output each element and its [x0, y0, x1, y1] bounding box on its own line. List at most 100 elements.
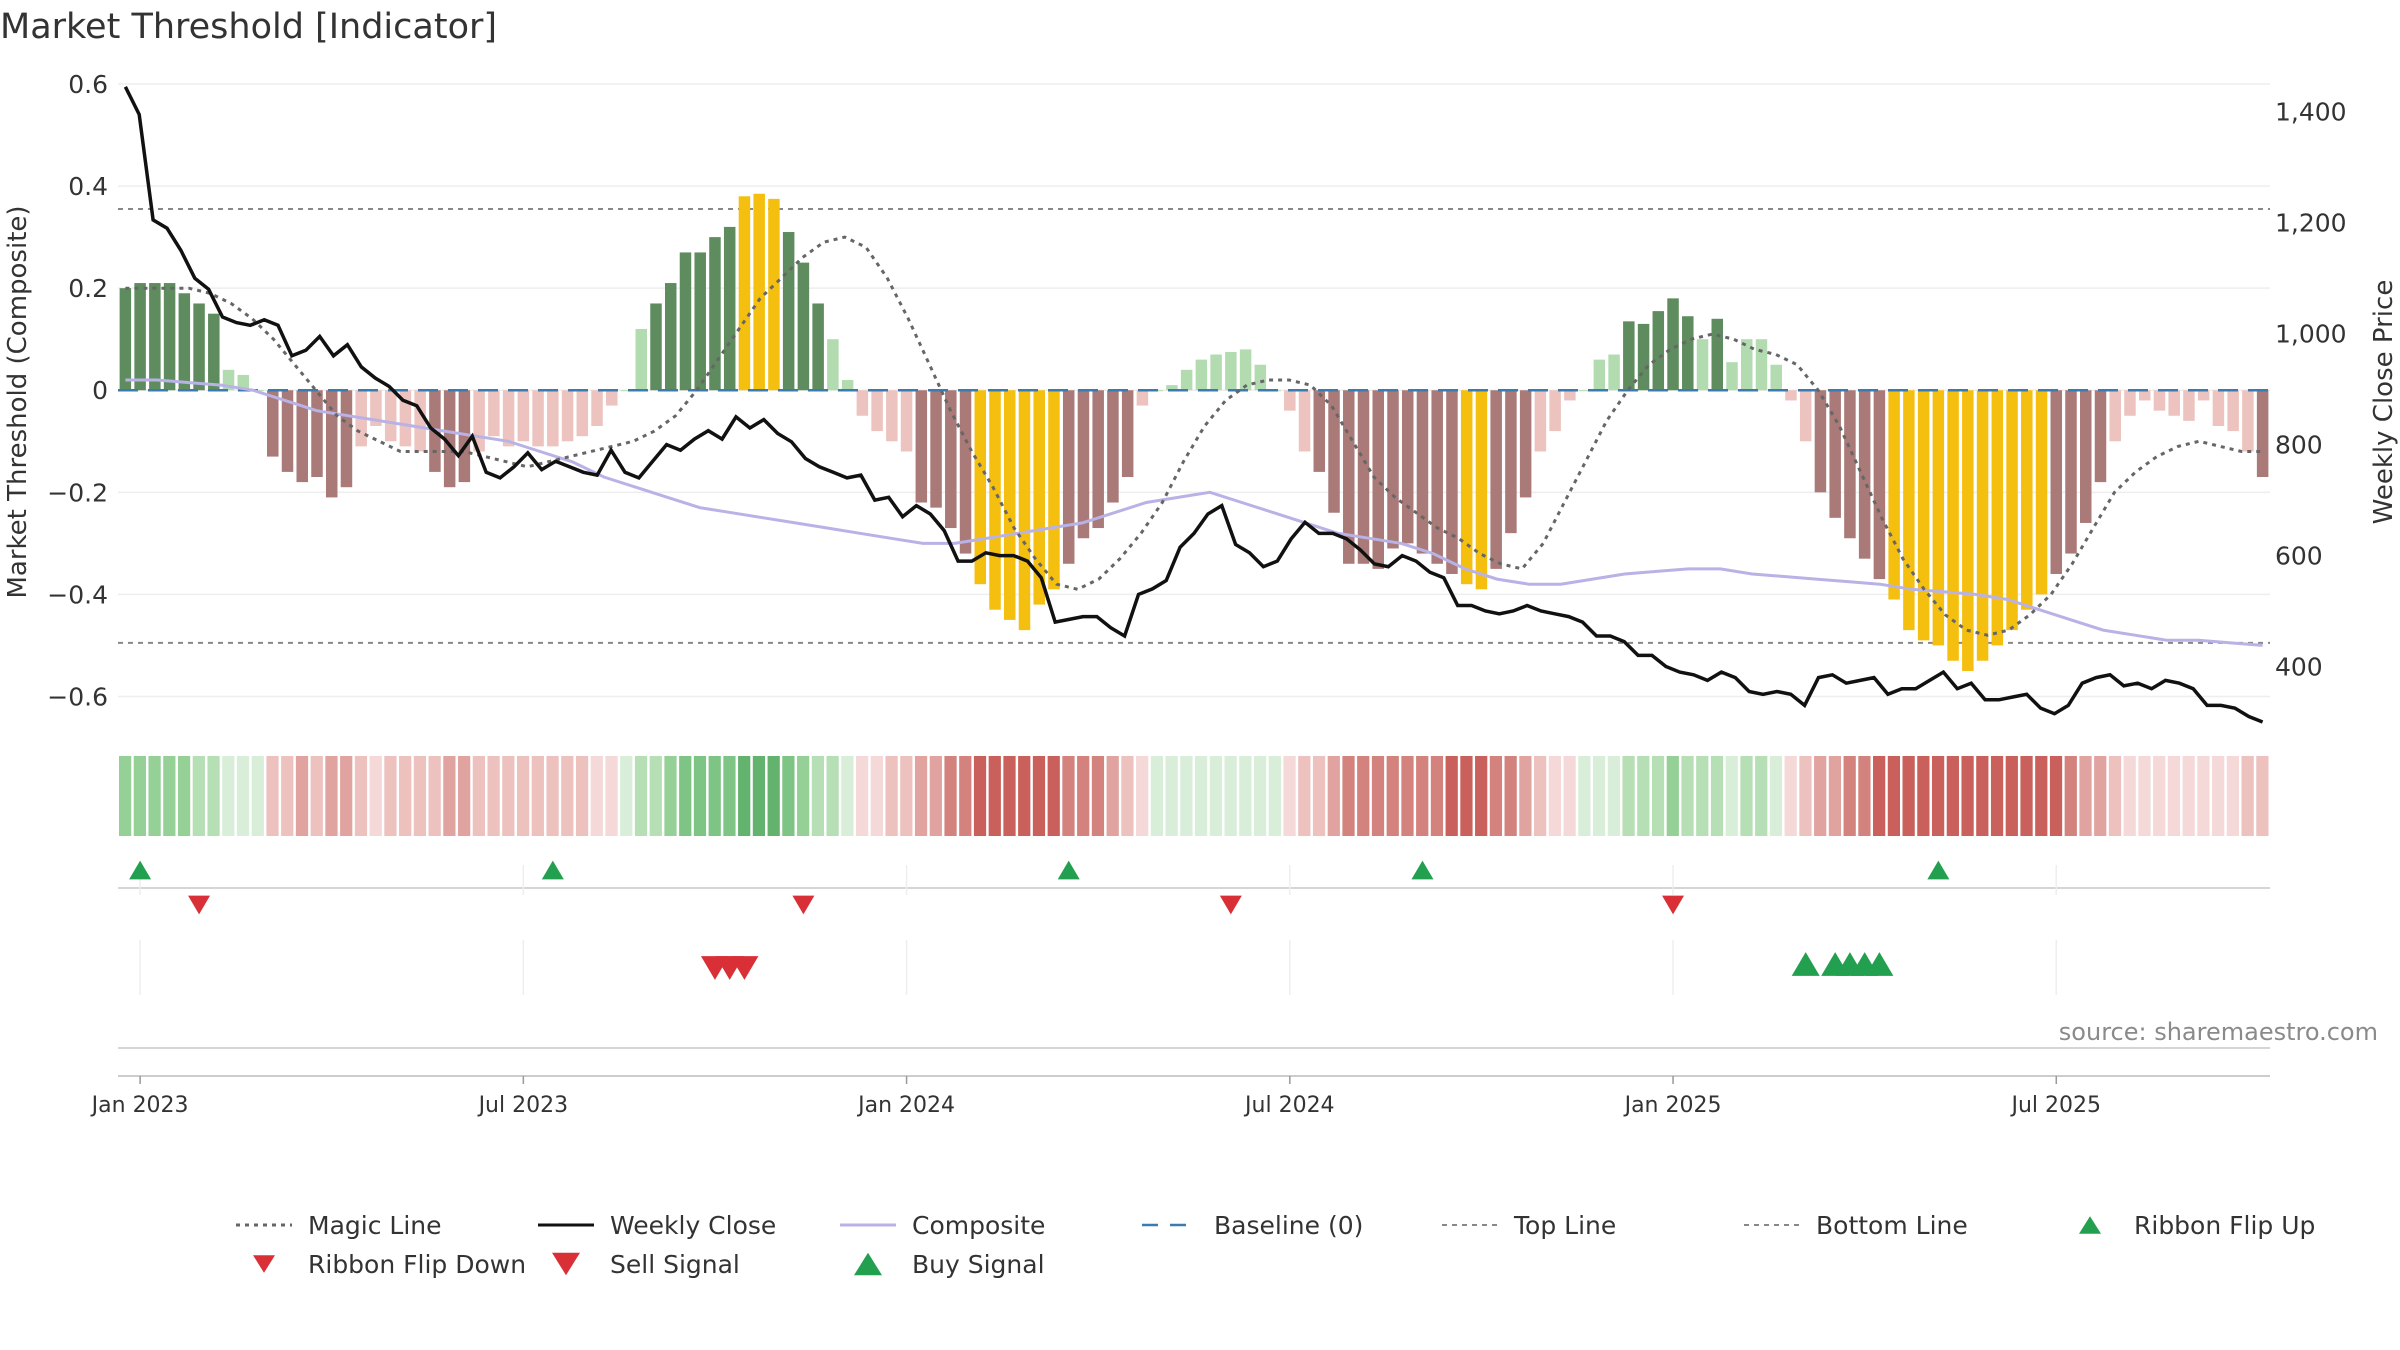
bar: [650, 303, 662, 391]
bar: [709, 237, 721, 391]
ribbon-cell: [693, 756, 707, 836]
bar: [1962, 390, 1974, 671]
bar: [296, 390, 308, 483]
bar: [237, 374, 250, 391]
ribbon-cell: [1976, 756, 1989, 836]
ribbon-cell: [1018, 756, 1031, 836]
bar: [1048, 390, 1060, 590]
bar: [1033, 390, 1045, 605]
bar: [134, 283, 146, 391]
bar: [193, 303, 205, 391]
bar: [1608, 354, 1620, 391]
bar: [1107, 390, 1119, 503]
legend-label-magic: Magic Line: [308, 1211, 442, 1240]
ribbon-cell: [797, 756, 810, 836]
bar: [1210, 354, 1222, 391]
legend-symbol-flipup: [2079, 1216, 2101, 1234]
bar: [208, 313, 220, 391]
legend-label-composite: Composite: [912, 1211, 1045, 1240]
ribbon-cell: [472, 756, 485, 836]
bar: [1844, 390, 1856, 539]
ribbon-cell: [870, 756, 883, 836]
ribbon-flip-up-marker: [129, 860, 152, 880]
bar: [1785, 390, 1797, 401]
ribbon-cell: [1814, 756, 1827, 836]
bar: [1534, 390, 1547, 452]
bar: [1357, 390, 1370, 564]
legend-label-weekly: Weekly Close: [610, 1211, 776, 1240]
ribbon-cell: [1563, 756, 1576, 836]
bar: [1637, 323, 1650, 391]
bar: [856, 390, 869, 416]
ribbon-cell: [752, 756, 766, 836]
legend-swatch: [854, 1252, 882, 1276]
bar: [1770, 364, 1782, 391]
bar: [2094, 390, 2107, 483]
ribbon-cell: [487, 756, 500, 836]
bar: [2153, 390, 2166, 411]
bar: [1814, 390, 1827, 493]
bar: [488, 390, 500, 437]
bar: [2021, 390, 2033, 610]
bar: [281, 390, 294, 472]
bar: [2080, 390, 2092, 523]
buy-signal-marker: [1865, 952, 1894, 976]
ribbon-cell: [1828, 756, 1842, 836]
ribbon-cell: [1917, 756, 1930, 836]
ribbon-cell: [1710, 756, 1724, 836]
legend-symbol-buy: [854, 1252, 882, 1276]
ribbon-cell: [2108, 756, 2122, 836]
ribbon-cell: [1195, 756, 1208, 836]
ribbon-cell: [1209, 756, 1222, 836]
ribbon-cell: [929, 756, 942, 836]
ribbon-cell: [649, 756, 662, 836]
ribbon-cell: [399, 756, 412, 836]
bar: [620, 390, 633, 392]
ribbon-cell: [281, 756, 294, 836]
y2-tick-label: 800: [2275, 431, 2323, 460]
y2-tick-label: 400: [2275, 653, 2323, 682]
legend-label-buy: Buy Signal: [912, 1250, 1045, 1279]
y-axis-label: Market Threshold (Composite): [3, 205, 33, 598]
ribbon-cell: [855, 756, 869, 836]
ribbon-cell: [458, 756, 471, 836]
weekly-close-line: [123, 86, 2264, 724]
ribbon-cell: [1990, 756, 2004, 836]
ribbon-cell: [826, 756, 839, 836]
legend-label-bottom: Bottom Line: [1816, 1211, 1968, 1240]
ribbon-cell: [738, 756, 751, 836]
ribbon-cell: [1091, 756, 1105, 836]
bar: [974, 390, 987, 585]
bar: [1254, 364, 1267, 391]
bar: [1505, 390, 1517, 534]
bar: [458, 390, 471, 483]
ribbon-cell: [2123, 756, 2136, 836]
bar: [812, 303, 824, 391]
ribbon-cell: [148, 756, 161, 836]
ribbon-cell: [1519, 756, 1532, 836]
ribbon-cell: [1489, 756, 1503, 836]
right-axis-ticks: 1,400 1,200 1,000 800 600 400: [2275, 98, 2347, 682]
ribbon-cell: [1106, 756, 1119, 836]
ribbon-cell: [2005, 756, 2018, 836]
ribbon-cell: [2226, 756, 2240, 836]
bar: [149, 283, 161, 391]
ribbon-cell: [1003, 756, 1016, 836]
ribbon-cell: [1239, 756, 1252, 836]
bar: [547, 390, 559, 447]
bar: [399, 390, 412, 447]
ribbon-cell: [2094, 756, 2107, 836]
ribbon-cell: [1592, 756, 1606, 836]
bar: [797, 262, 810, 391]
bar: [2242, 390, 2254, 452]
ribbon-cell: [914, 756, 928, 836]
bar: [1387, 390, 1399, 549]
ribbon-cell: [1961, 756, 1974, 836]
signal-panels: [118, 860, 2270, 1049]
bar: [1446, 390, 1458, 574]
ribbon-cell: [841, 756, 854, 836]
bar: [1740, 339, 1753, 391]
ribbon-cell: [2212, 756, 2225, 836]
bar: [1873, 390, 1886, 580]
